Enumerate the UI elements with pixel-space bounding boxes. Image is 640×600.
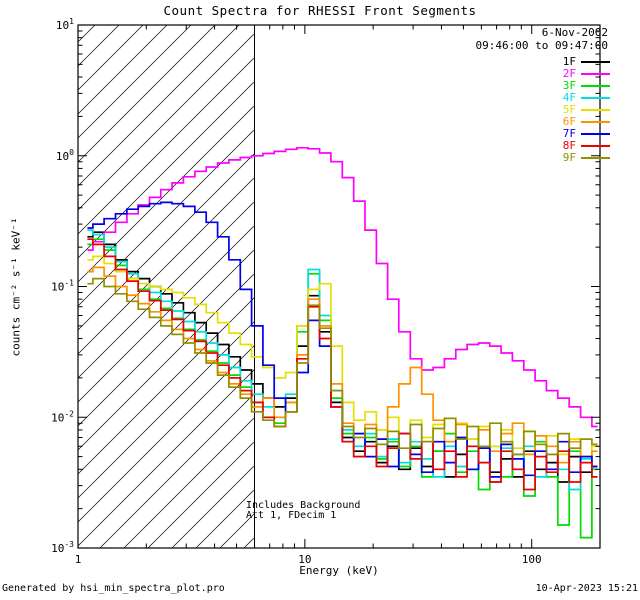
legend-item-5F: 5F [540, 104, 610, 116]
legend-line-swatch [581, 157, 610, 159]
legend-label: 5F [562, 103, 576, 116]
spectrum-line-2F [87, 146, 598, 428]
legend-item-4F: 4F [540, 92, 610, 104]
legend-label: 3F [562, 79, 576, 92]
x-tick-label: 10 [298, 553, 311, 566]
x-tick-label: 100 [522, 553, 542, 566]
y-tick-label: 10-3 [51, 540, 74, 555]
legend-label: 2F [562, 67, 576, 80]
x-axis-label: Energy (keV) [299, 564, 379, 577]
y-tick-label: 10-1 [51, 279, 74, 294]
legend-label: 8F [562, 139, 576, 152]
generator-credit: Generated by hsi_min_spectra_plot.pro [2, 583, 225, 594]
annotation-attenuator-state: Att 1, FDecim 1 [246, 510, 337, 521]
legend-item-6F: 6F [540, 116, 610, 128]
legend-line-swatch [581, 97, 610, 99]
legend-label: 4F [562, 91, 576, 104]
legend-line-swatch [581, 133, 610, 135]
legend-item-3F: 3F [540, 80, 610, 92]
y-tick-label: 10-2 [51, 409, 74, 424]
legend-item-1F: 1F [540, 56, 610, 68]
plot-title: Count Spectra for RHESSI Front Segments [163, 3, 477, 18]
legend-label: 6F [562, 115, 576, 128]
spectra-series [87, 146, 598, 539]
observation-date: 6-Nov-2002 [541, 26, 608, 39]
legend-label: 9F [562, 151, 576, 164]
y-axis-label: counts cm⁻² s⁻¹ keV⁻¹ [9, 217, 23, 357]
legend-line-swatch [581, 145, 610, 147]
y-tick-label: 100 [56, 148, 74, 163]
observation-time-range: 09:46:00 to 09:47:00 [475, 39, 608, 52]
x-tick-labels: 1 10 100 [75, 553, 542, 566]
detector-legend: 1F 2F 3F 4F 5F 6F 7F 8F 9F [540, 56, 610, 164]
legend-item-8F: 8F [540, 140, 610, 152]
legend-line-swatch [581, 85, 610, 87]
y-tick-labels: 10-3 10-2 10-1 100 101 [51, 17, 74, 555]
legend-item-7F: 7F [540, 128, 610, 140]
legend-line-swatch [581, 109, 610, 111]
legend-item-9F: 9F [540, 152, 610, 164]
legend-label: 7F [562, 127, 576, 140]
y-tick-label: 101 [56, 17, 74, 32]
legend-label: 1F [562, 55, 576, 68]
render-timestamp: 10-Apr-2023 15:21 [535, 583, 638, 594]
axis-ticks [77, 24, 601, 549]
legend-line-swatch [581, 121, 610, 123]
legend-line-swatch [581, 61, 610, 63]
legend-item-2F: 2F [540, 68, 610, 80]
x-tick-label: 1 [75, 553, 82, 566]
legend-line-swatch [581, 73, 610, 75]
spectrum-line-9F [87, 277, 598, 456]
annotation-includes-background: Includes Background [246, 500, 361, 511]
